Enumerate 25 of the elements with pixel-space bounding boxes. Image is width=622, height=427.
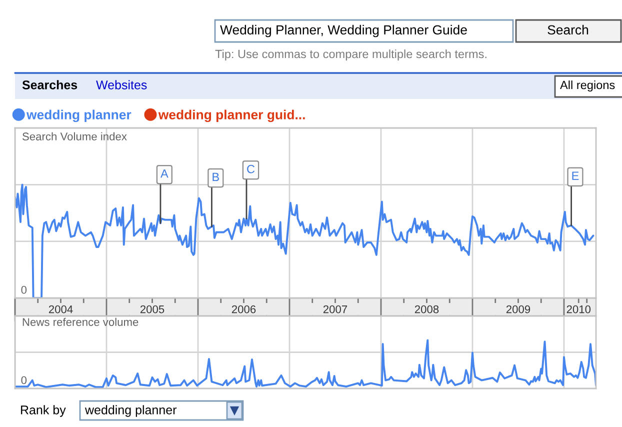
- text: Search: [548, 24, 588, 35]
- legend-label: wedding planner: [26, 110, 132, 122]
- annotation: C: [247, 164, 255, 174]
- x-tick-label: 2009: [506, 305, 530, 314]
- annotation: A: [160, 170, 168, 178]
- text: Websites: [96, 80, 147, 90]
- x-tick-label: 2005: [140, 305, 164, 314]
- text: wedding planner: [84, 405, 177, 417]
- annotation: E: [572, 172, 579, 180]
- y-axis-title: News reference volume: [22, 318, 138, 326]
- x-tick-label: 2010: [566, 305, 591, 314]
- annotation: B: [212, 172, 219, 182]
- y-axis-title: Search Volume index: [22, 132, 127, 140]
- x-tick-label: 2008: [414, 305, 439, 314]
- annotation: 0: [21, 286, 27, 294]
- text: Searches: [22, 80, 78, 90]
- text: All regions: [560, 80, 615, 92]
- annotation: 0: [21, 376, 27, 384]
- x-tick-label: 2006: [232, 305, 256, 314]
- x-tick-label: 2007: [323, 305, 348, 314]
- text: Wedding Planner, Wedding Planner Guide: [220, 24, 467, 38]
- x-tick-label: 2004: [48, 305, 73, 314]
- text: Rank by: [21, 405, 66, 417]
- legend-label: wedding planner guid...: [158, 110, 305, 122]
- text: Tip: Use commas to compare multiple search terms.: [215, 50, 486, 60]
